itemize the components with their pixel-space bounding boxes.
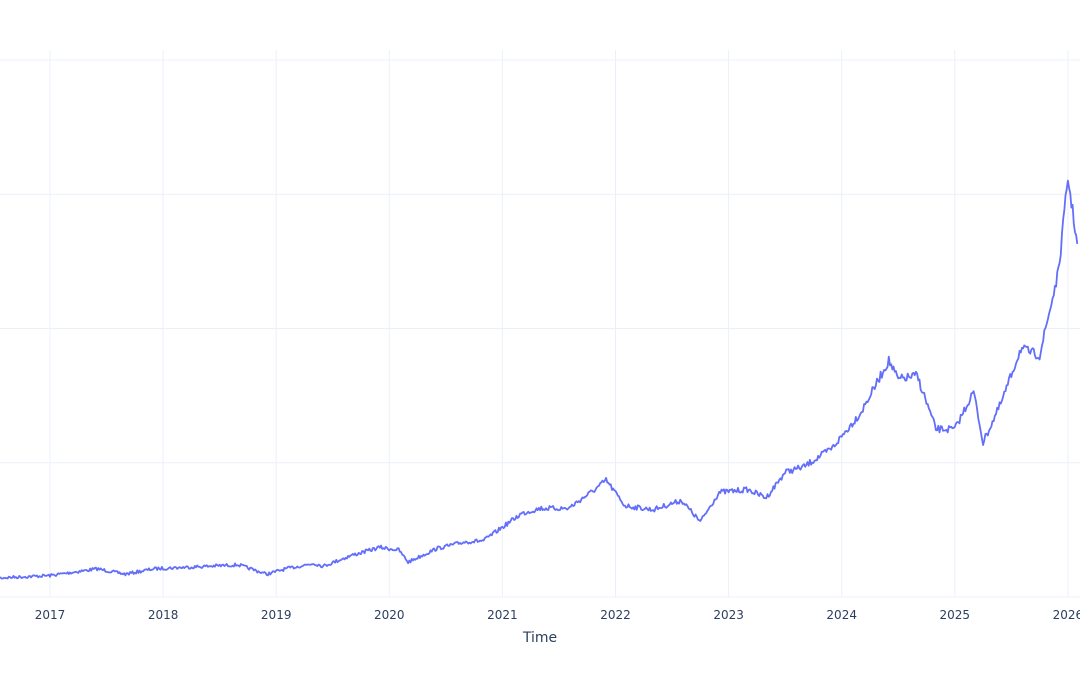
x-axis-title: Time [522, 630, 557, 646]
x-tick-label: 2024 [826, 608, 857, 622]
x-axis-ticks: 2017 2018 2019 2020 2021 2022 2023 2024 2025 2026 [35, 608, 1080, 622]
x-tick-label: 2020 [374, 608, 405, 622]
series-layer [0, 179, 1079, 580]
x-tick-label: 2023 [713, 608, 744, 622]
x-tick-label: 2018 [148, 608, 179, 622]
x-tick-label: 2019 [261, 608, 292, 622]
price-line [0, 179, 1079, 580]
x-tick-label: 2025 [940, 608, 971, 622]
x-tick-label: 2021 [487, 608, 518, 622]
x-tick-label: 2026 [1053, 608, 1080, 622]
gridlines [0, 50, 1080, 598]
x-tick-label: 2022 [600, 608, 631, 622]
x-tick-label: 2017 [35, 608, 66, 622]
